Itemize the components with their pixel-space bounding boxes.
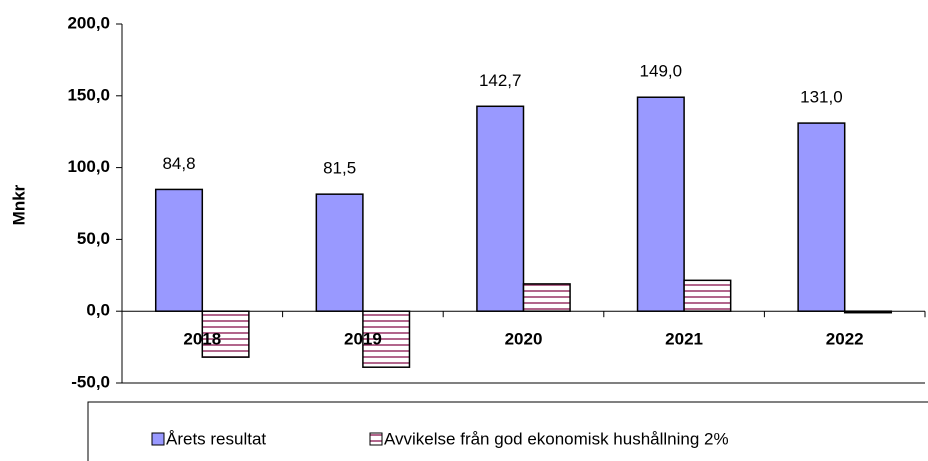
legend-swatch (151, 432, 165, 446)
x-tick-label: 2019 (344, 330, 382, 349)
x-tick-label: 2018 (183, 330, 221, 349)
x-tick-label: 2020 (505, 330, 543, 349)
data-label: 131,0 (800, 88, 843, 107)
x-tick-label: 2021 (665, 330, 703, 349)
y-tick-label: 0,0 (86, 301, 110, 320)
bar (476, 105, 525, 312)
bar (201, 310, 250, 358)
legend-box (87, 401, 928, 461)
data-label: 142,7 (479, 71, 522, 90)
x-tick-label: 2022 (826, 330, 864, 349)
data-label: 149,0 (640, 62, 683, 81)
legend-label: Avvikelse från god ekonomisk hushållning… (384, 429, 729, 448)
bar (315, 193, 364, 312)
bar (636, 96, 685, 312)
bar (797, 122, 846, 312)
y-axis-label: Mnkr (9, 184, 28, 225)
bar (683, 279, 732, 312)
bar (154, 188, 204, 312)
y-tick-label: 150,0 (67, 85, 110, 104)
legend-swatch (369, 432, 383, 446)
y-tick-label: -50,0 (71, 372, 110, 391)
y-tick-label: 200,0 (67, 13, 110, 32)
y-tick-label: 50,0 (77, 229, 110, 248)
data-label: 84,8 (162, 154, 195, 173)
y-tick-label: 100,0 (67, 157, 110, 176)
bar (362, 310, 411, 368)
bar (522, 283, 571, 312)
legend-label: Årets resultat (166, 429, 266, 448)
data-label: 81,5 (323, 159, 356, 178)
